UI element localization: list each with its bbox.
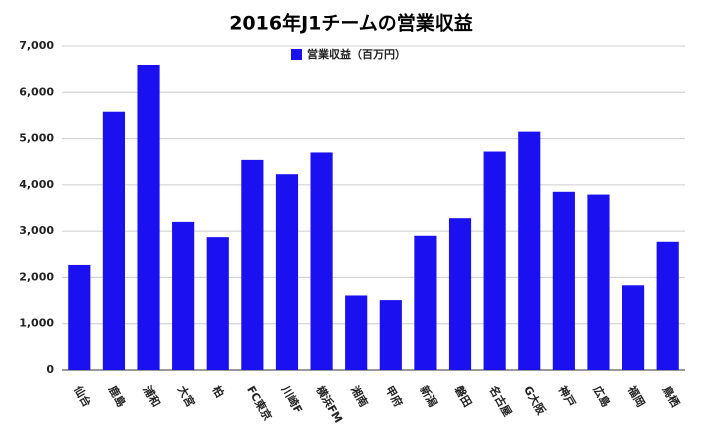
bar (622, 285, 645, 370)
bar (68, 264, 91, 370)
y-tick-label: 4,000 (19, 178, 54, 191)
bar (483, 151, 506, 370)
bar (587, 194, 610, 370)
y-tick-label: 3,000 (19, 224, 54, 237)
y-tick-label: 6,000 (19, 85, 54, 98)
x-tick-label: 名古屋 (486, 383, 515, 419)
y-tick-label: 7,000 (19, 39, 54, 52)
x-tick-label: 神戸 (556, 383, 579, 409)
x-tick-label: 湘南 (348, 383, 371, 409)
x-tick-label: 柏 (210, 383, 228, 400)
legend-swatch (291, 49, 302, 60)
y-tick-label: 5,000 (19, 132, 54, 145)
bar (552, 191, 575, 370)
bar (379, 300, 402, 370)
bar (102, 111, 125, 371)
bar (137, 64, 160, 370)
x-tick-label: 広島 (590, 383, 613, 409)
bar (241, 159, 264, 370)
x-tick-label: 仙台 (71, 383, 94, 409)
x-tick-label: 大宮 (175, 383, 198, 409)
x-tick-label: G大阪 (521, 383, 549, 418)
x-tick-label: 横浜FM (313, 383, 345, 425)
bar (518, 131, 541, 370)
bar (206, 237, 229, 370)
bar (414, 235, 437, 370)
y-tick-label: 0 (46, 363, 54, 376)
y-tick-label: 2,000 (19, 270, 54, 283)
legend-label: 営業収益（百万円） (307, 47, 406, 61)
x-tick-label: 鹿島 (106, 383, 129, 409)
bar (656, 241, 679, 370)
x-tick-label: 川崎F (278, 382, 305, 415)
x-tick-label: 新潟 (417, 383, 440, 409)
bar (275, 174, 299, 370)
x-tick-label: 鳥栖 (659, 383, 682, 409)
x-tick-label: 甲府 (383, 383, 406, 409)
x-tick-label: 福岡 (624, 382, 648, 409)
x-tick-label: 浦和 (140, 383, 163, 409)
chart-title: 2016年J1チームの営業収益 (229, 12, 473, 35)
bar (448, 218, 472, 370)
x-tick-label: 磐田 (452, 383, 475, 409)
x-tick-label: FC東京 (244, 383, 275, 423)
bar (172, 221, 195, 370)
y-tick-label: 1,000 (19, 317, 54, 330)
bar (345, 295, 368, 370)
bar (310, 152, 333, 370)
